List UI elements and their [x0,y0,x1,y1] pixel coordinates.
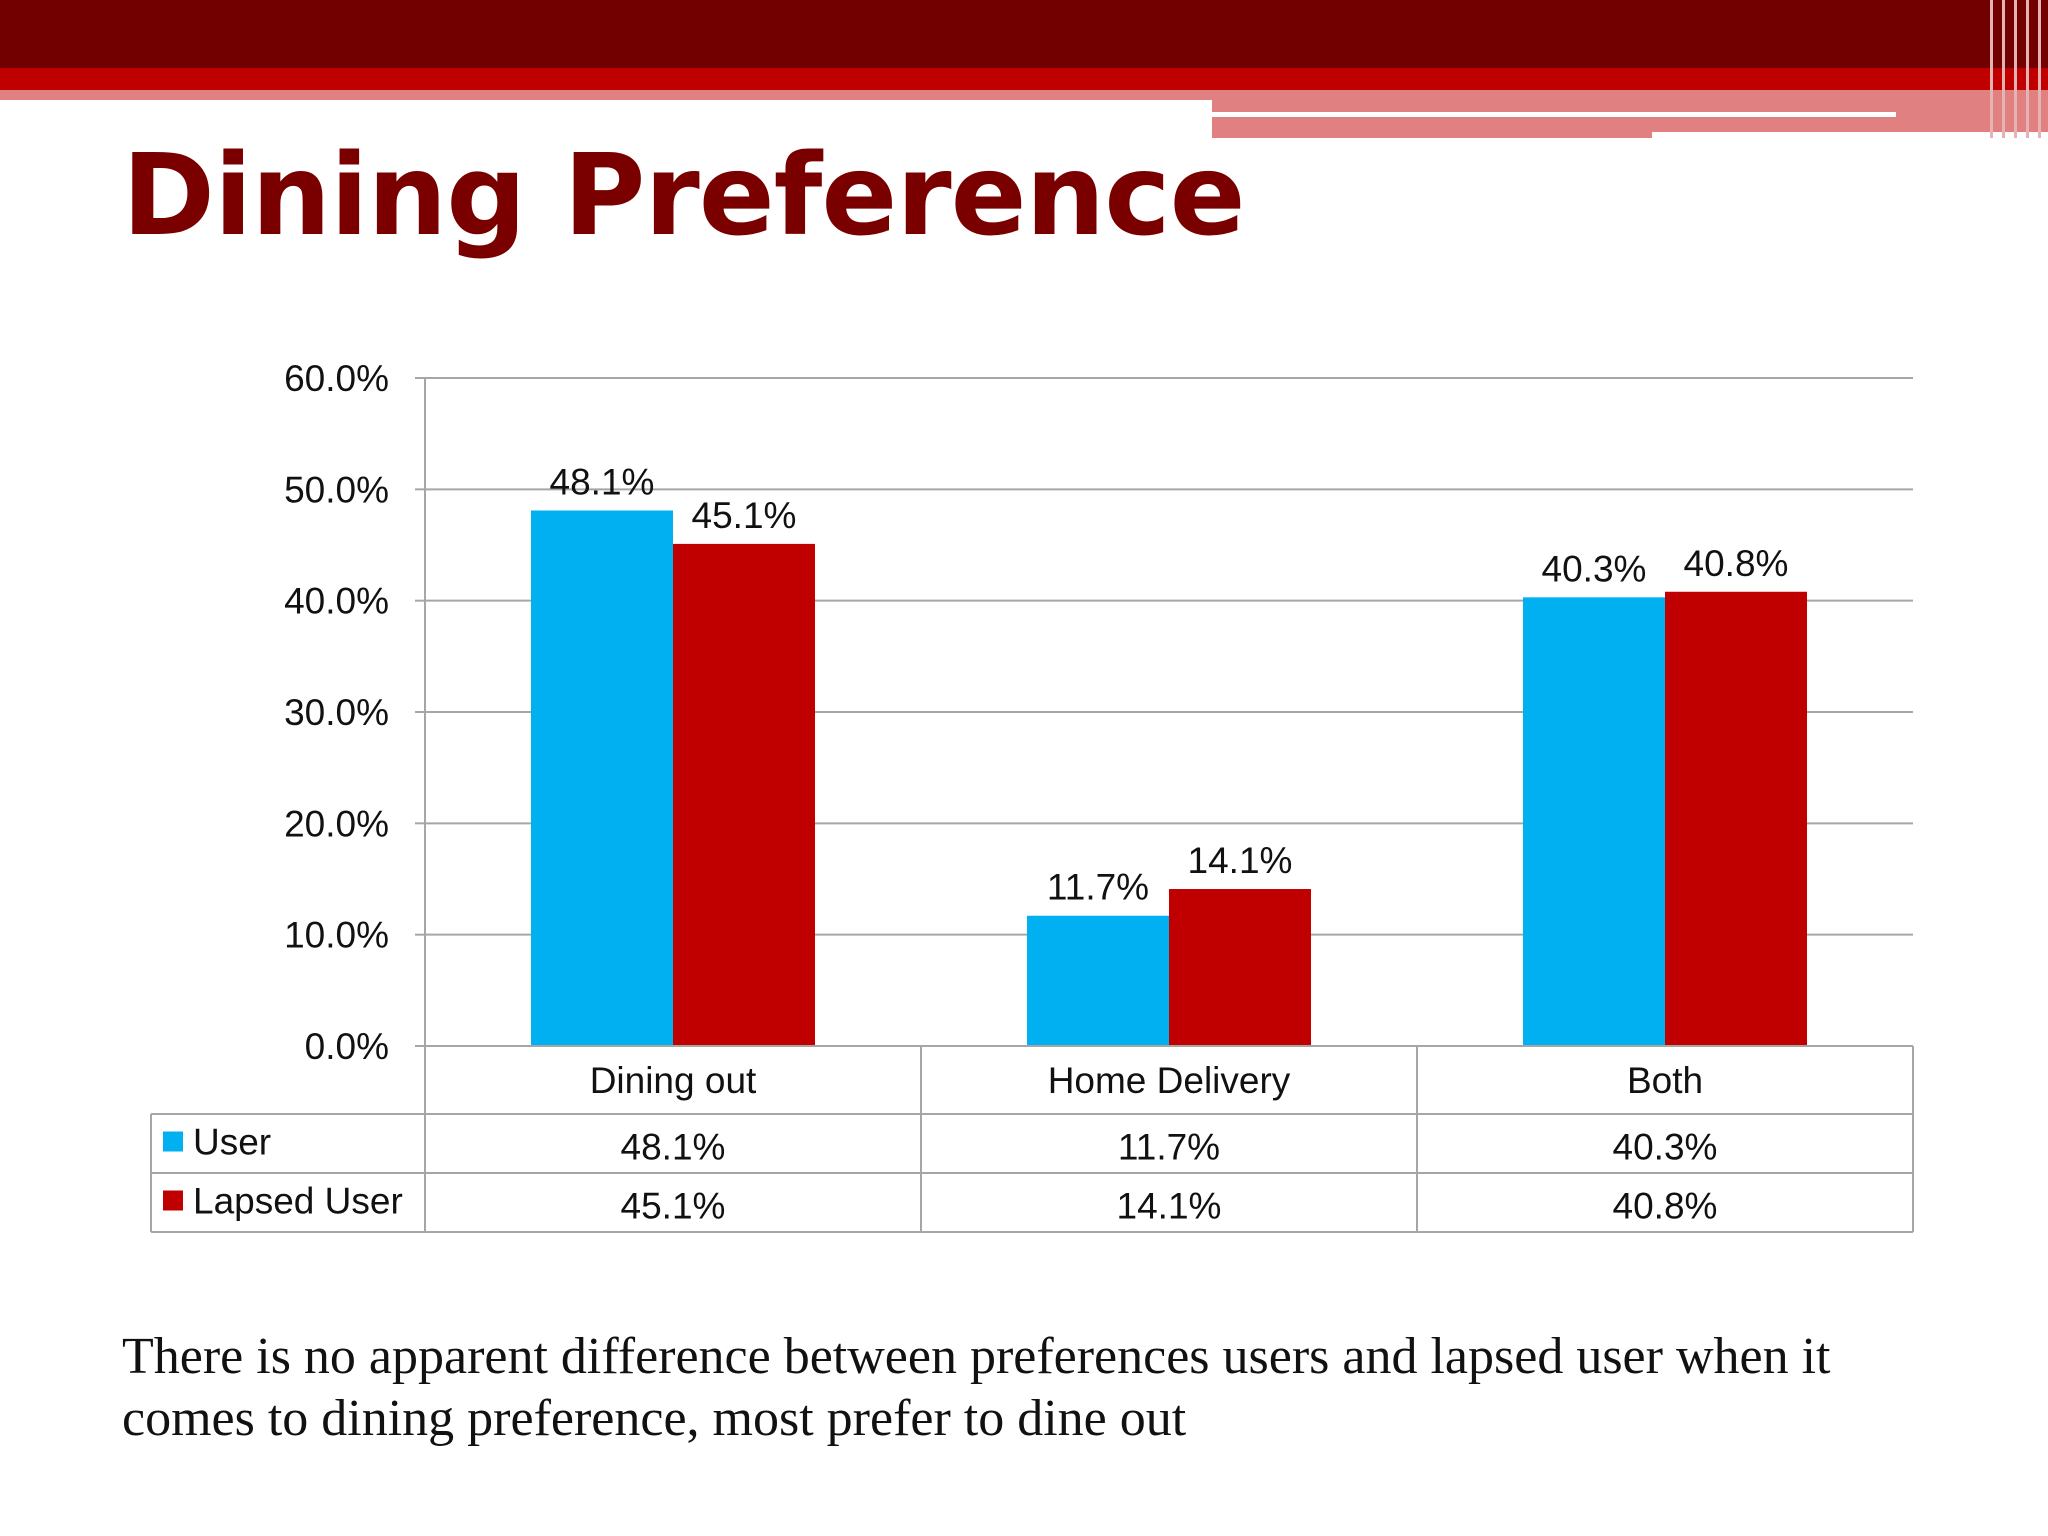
data-label: 11.7% [1047,867,1149,908]
header-stripe-3 [2014,0,2017,138]
header-band-pink-left [0,90,1212,100]
header-stripe-5 [2038,0,2041,138]
x-category-label: Home Delivery [1048,1060,1291,1101]
data-label: 45.1% [692,495,797,536]
data-label: 48.1% [550,461,655,502]
header-band-red [0,68,2048,90]
slide-title: Dining Preference [122,131,1246,261]
header-decoration [0,0,2048,140]
bar-chart: 0.0% 10.0% 20.0% 30.0% 40.0% 50.0% 60.0% 48.1% 4… [150,358,1914,1233]
bar [1523,597,1665,1046]
data-label: 14.1% [1188,840,1293,881]
table-cell: 45.1% [621,1186,726,1227]
y-tick-label: 0.0% [305,1026,389,1067]
header-stripe-1 [1990,0,1993,138]
header-white-line [1212,112,1896,117]
legend-swatch [163,1131,183,1152]
bar [531,510,673,1046]
table-cell: 14.1% [1117,1186,1222,1227]
table-cell: 11.7% [1118,1127,1220,1168]
slide-caption: There is no apparent difference between … [122,1328,1831,1447]
y-tick-label: 60.0% [284,358,389,399]
y-tick-label: 10.0% [284,915,389,956]
header-stripe-4 [2026,0,2029,138]
y-tick-label: 20.0% [284,803,389,844]
bar [673,543,815,1046]
table-cell: 40.3% [1613,1127,1718,1168]
bar [1027,915,1169,1046]
y-tick-label: 50.0% [284,469,389,510]
header-white-notch [1652,132,2048,140]
header-stripe-2 [2002,0,2005,138]
legend-label: User [193,1122,271,1163]
legend-swatch [163,1190,183,1211]
x-category-label: Both [1627,1060,1703,1101]
data-label: 40.8% [1684,543,1789,584]
table-cell: 40.8% [1613,1186,1718,1227]
bar [1665,591,1807,1046]
legend-label: Lapsed User [193,1181,403,1222]
data-label: 40.3% [1542,548,1647,589]
y-tick-label: 40.0% [284,581,389,622]
table-cell: 48.1% [621,1127,726,1168]
x-category-label: Dining out [590,1060,757,1101]
y-tick-label: 30.0% [284,692,389,733]
bar [1169,889,1311,1046]
header-band-dark [0,0,2048,68]
